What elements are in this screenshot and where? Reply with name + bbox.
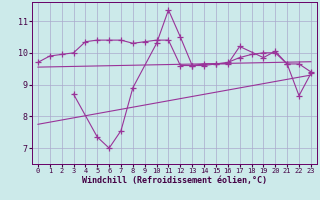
X-axis label: Windchill (Refroidissement éolien,°C): Windchill (Refroidissement éolien,°C) (82, 176, 267, 185)
